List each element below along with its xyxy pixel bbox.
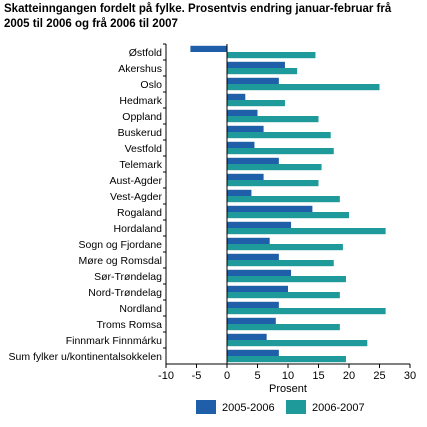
bar-2005-2006-11 xyxy=(227,221,292,228)
legend-label-0: 2005-2006 xyxy=(222,402,275,414)
bar-2005-2006-4 xyxy=(227,109,258,116)
bar-2005-2006-0 xyxy=(190,45,227,52)
category-label-13: Møre og Romsdal xyxy=(79,255,162,267)
bar-2006-2007-13 xyxy=(227,260,334,267)
chart-title-line-2: 2005 til 2006 og frå 2006 til 2007 xyxy=(4,18,178,30)
bar-2006-2007-19 xyxy=(227,356,346,363)
bar-2006-2007-9 xyxy=(227,196,340,203)
legend-swatch-0 xyxy=(196,400,216,414)
category-label-12: Sogn og Fjordane xyxy=(79,239,163,251)
bar-2006-2007-15 xyxy=(227,292,340,299)
bar-2006-2007-17 xyxy=(227,324,340,331)
x-tick-label-8: 30 xyxy=(404,370,416,382)
bar-2006-2007-3 xyxy=(227,100,285,107)
bar-2006-2007-6 xyxy=(227,148,334,155)
bar-2005-2006-6 xyxy=(227,141,255,148)
bar-2006-2007-14 xyxy=(227,276,346,283)
x-tick-label-3: 5 xyxy=(254,370,260,382)
bar-2006-2007-11 xyxy=(227,228,386,235)
bar-2005-2006-10 xyxy=(227,205,313,212)
x-tick-label-4: 10 xyxy=(282,370,294,382)
category-label-0: Østfold xyxy=(129,47,162,59)
legend-swatch-1 xyxy=(286,400,306,414)
bar-2006-2007-12 xyxy=(227,244,343,251)
bar-2006-2007-7 xyxy=(227,164,322,171)
bar-2005-2006-15 xyxy=(227,285,288,292)
x-tick-label-5: 15 xyxy=(312,370,324,382)
category-label-5: Buskerud xyxy=(118,127,163,139)
category-label-2: Oslo xyxy=(140,79,162,91)
category-label-3: Hedmark xyxy=(119,95,162,107)
bar-2006-2007-8 xyxy=(227,180,319,187)
bar-2006-2007-5 xyxy=(227,132,331,139)
bar-2005-2006-8 xyxy=(227,173,264,180)
bar-2006-2007-10 xyxy=(227,212,349,219)
category-label-14: Sør-Trøndelag xyxy=(94,271,162,283)
category-label-7: Telemark xyxy=(119,159,162,171)
bar-2005-2006-19 xyxy=(227,349,279,356)
category-label-9: Vest-Agder xyxy=(110,191,162,203)
x-tick-label-0: -10 xyxy=(158,370,174,382)
category-label-18: Finnmark Finnmárku xyxy=(66,335,162,347)
bar-2005-2006-2 xyxy=(227,77,279,84)
bar-2005-2006-16 xyxy=(227,301,279,308)
category-label-1: Akershus xyxy=(118,63,162,75)
bar-2005-2006-9 xyxy=(227,189,252,196)
x-tick-label-1: -5 xyxy=(192,370,202,382)
bar-2005-2006-13 xyxy=(227,253,279,260)
chart-title-line-1: Skatteinngangen fordelt på fylke. Prosen… xyxy=(4,3,392,15)
chart-title: Skatteinngangen fordelt på fylke. Prosen… xyxy=(4,2,424,32)
x-axis-label: Prosent xyxy=(269,383,307,395)
category-label-6: Vestfold xyxy=(125,143,163,155)
x-tick-label-2: 0 xyxy=(224,370,230,382)
bar-2005-2006-3 xyxy=(227,93,246,100)
category-label-19: Sum fylker u/kontinentalsokkelen xyxy=(9,351,163,363)
bar-2005-2006-14 xyxy=(227,269,292,276)
category-label-16: Nordland xyxy=(119,303,162,315)
category-label-8: Aust-Agder xyxy=(109,175,162,187)
bar-2005-2006-12 xyxy=(227,237,270,244)
bar-2005-2006-7 xyxy=(227,157,279,164)
category-label-11: Hordaland xyxy=(114,223,163,235)
category-label-4: Oppland xyxy=(122,111,162,123)
bar-2006-2007-2 xyxy=(227,84,380,91)
category-label-10: Rogaland xyxy=(117,207,162,219)
bar-2005-2006-17 xyxy=(227,317,276,324)
bar-2005-2006-1 xyxy=(227,61,285,68)
legend-label-1: 2006-2007 xyxy=(312,402,365,414)
bar-2006-2007-0 xyxy=(227,52,316,59)
bar-2005-2006-5 xyxy=(227,125,264,132)
x-tick-label-6: 20 xyxy=(343,370,355,382)
category-label-15: Nord-Trøndelag xyxy=(88,287,162,299)
x-tick-label-7: 25 xyxy=(373,370,385,382)
bar-2006-2007-1 xyxy=(227,68,298,75)
bar-2006-2007-4 xyxy=(227,116,319,123)
bar-2005-2006-18 xyxy=(227,333,267,340)
bar-2006-2007-18 xyxy=(227,340,368,347)
category-label-17: Troms Romsa xyxy=(96,319,162,331)
bar-2006-2007-16 xyxy=(227,308,386,315)
